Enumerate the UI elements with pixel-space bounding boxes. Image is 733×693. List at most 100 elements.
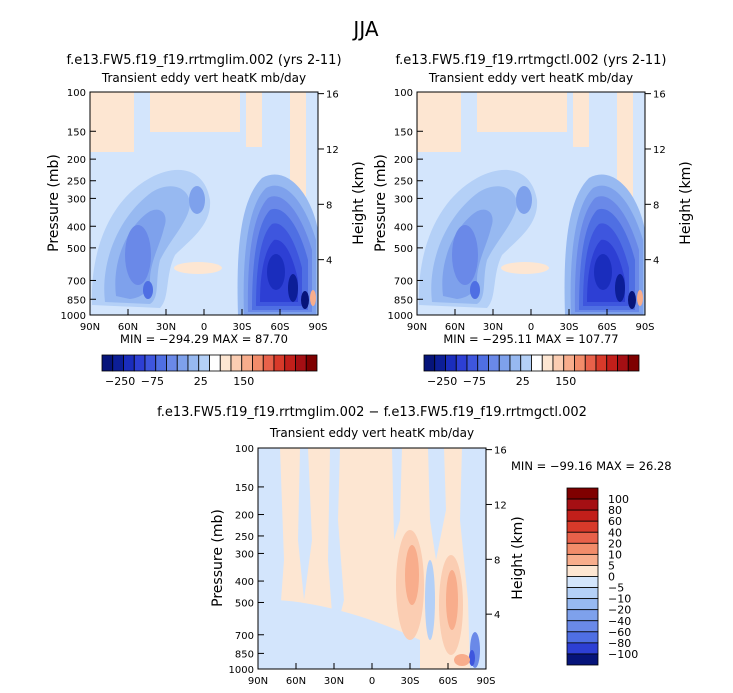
colorbar-cell [423,354,436,372]
panel-right-colorbar: −250 −75 25 150 [423,354,640,388]
colorbar-label: 25 [194,375,208,388]
panel-right-title: f.e13.FW5.f19_f19.rrtmgctl.002 (yrs 2-11… [395,53,666,68]
y2-tick-label: 16 [653,90,666,101]
contour-fill [516,186,532,214]
panel-diff-subtitle: Transient eddy vert heatK mb/day [269,426,474,440]
panel-right: f.e13.FW5.f19_f19.rrtmgctl.002 (yrs 2-11… [373,53,694,388]
colorbar-cell [198,354,210,372]
y-tick-label: 500 [394,244,413,255]
x-tick-label: 90N [248,676,268,687]
colorbar-label: 80 [608,504,622,517]
colorbar-cell [123,354,135,372]
panel-diff-plot [258,448,486,669]
x-tick-label: 60N [118,322,138,333]
colorbar-label: −75 [463,375,486,388]
y2-tick-label: 8 [494,555,500,566]
colorbar-label: 5 [608,559,615,572]
y-tick-label: 250 [394,177,413,188]
y2-tick-label: 4 [653,256,659,267]
contour-fill [501,262,549,274]
colorbar-cell [566,509,599,522]
colorbar-cell [563,354,575,372]
colorbar-cell [133,354,146,372]
panel-diff-stats: MIN = −99.16 MAX = 26.28 [511,459,672,473]
y-tick-label: 500 [67,244,86,255]
contour-fill [452,225,478,285]
y2-tick-label: 16 [494,446,507,457]
y-tick-label: 150 [394,127,413,138]
colorbar-cell [155,354,167,372]
y-tick-label: 1000 [61,311,86,322]
colorbar-cell [566,576,599,588]
contour-fill [189,186,205,214]
colorbar-cell [101,354,114,372]
colorbar-label: −250 [427,375,457,388]
colorbar-cell [445,354,457,372]
contour-fill [328,448,344,640]
y-tick-label: 500 [235,598,254,609]
panel-right-stats: MIN = −295.11 MAX = 107.77 [443,332,618,346]
panel-right-ylabel: Pressure (mb) [373,154,389,252]
colorbar-cell [262,354,275,372]
colorbar-cell [566,531,599,544]
contour-fill [290,92,306,202]
contour-fill [594,254,612,290]
contour-fill [246,92,262,147]
y2-tick-label: 8 [653,200,659,211]
colorbar-cell [627,354,640,372]
x-tick-label: 0 [369,676,375,687]
x-tick-label: 30S [400,676,419,687]
contour-fill [615,274,625,302]
x-tick-label: 60S [438,676,457,687]
y2-tick-label: 4 [494,610,500,621]
colorbar-cell [273,354,286,372]
contour-fill [143,281,153,299]
colorbar-label: −80 [608,637,631,650]
colorbar-cell [566,631,599,644]
colorbar-cell [584,354,597,372]
y-tick-label: 100 [235,444,254,455]
colorbar-label: −100 [608,648,638,661]
contour-fill [392,448,402,540]
contour-fill [454,654,470,666]
panel-left-plot [90,92,318,315]
y-tick-label: 200 [235,511,254,522]
colorbar-cell [531,354,543,372]
colorbar-cell [566,642,599,655]
y-tick-label: 1000 [388,311,413,322]
contour-fill [174,262,222,274]
colorbar-label: 20 [608,537,622,550]
contour-fill [301,291,309,309]
colorbar-label: 0 [608,571,615,584]
y2-tick-label: 12 [326,145,339,156]
panel-left-subtitle: Transient eddy vert heatK mb/day [101,71,306,85]
colorbar-cell [595,354,608,372]
colorbar-cell [219,354,232,372]
colorbar-label: −40 [608,615,631,628]
y-tick-label: 850 [235,649,254,660]
colorbar-cell [466,354,479,372]
colorbar-cell [566,520,599,533]
y-tick-label: 200 [394,155,413,166]
colorbar-cell [566,487,599,500]
colorbar-label: 60 [608,515,622,528]
x-tick-label: 90N [407,322,427,333]
colorbar-cell [498,354,511,372]
colorbar-cell [488,354,500,372]
contour-fill [460,448,486,669]
colorbar-label: 40 [608,526,622,539]
x-tick-label: 30N [324,676,344,687]
contour-fill [446,570,458,630]
contour-fill [267,254,285,290]
contour-fill [573,92,589,147]
y-tick-label: 700 [235,631,254,642]
x-tick-label: 90S [635,322,654,333]
colorbar-cell [566,565,599,577]
colorbar-label: −20 [608,604,631,617]
y-tick-label: 100 [67,88,86,99]
contour-fill [628,291,636,309]
colorbar-label: −75 [141,375,164,388]
colorbar-cell [176,354,189,372]
colorbar-cell [434,354,446,372]
y-tick-label: 200 [67,155,86,166]
